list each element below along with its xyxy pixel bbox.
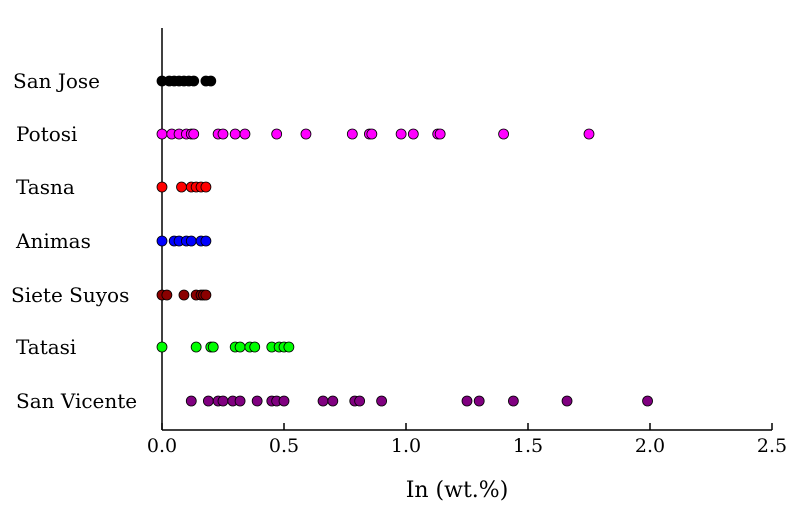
data-point <box>366 128 378 140</box>
data-point <box>239 128 251 140</box>
x-axis-title: In (wt.%) <box>406 478 509 503</box>
data-point <box>156 128 168 140</box>
x-tick-label: 0.0 <box>147 435 177 457</box>
data-point <box>395 128 407 140</box>
data-point <box>327 395 339 407</box>
axes <box>161 28 772 431</box>
data-point <box>376 395 388 407</box>
data-point <box>205 75 217 87</box>
data-point <box>498 128 510 140</box>
data-point <box>354 395 366 407</box>
category-label: San Vicente <box>16 389 137 413</box>
data-point <box>178 289 190 301</box>
data-point <box>583 128 595 140</box>
data-point <box>434 128 446 140</box>
data-point <box>283 341 295 353</box>
data-point <box>202 395 214 407</box>
category-label: San Jose <box>13 69 100 93</box>
data-point <box>188 75 200 87</box>
data-point <box>207 341 219 353</box>
data-point <box>161 289 173 301</box>
data-point <box>176 181 187 193</box>
data-point <box>507 395 519 407</box>
category-labels: San Jose Potosi Tasna Animas Siete Suyos Tata… <box>11 69 137 413</box>
data-point <box>300 128 312 140</box>
data-point <box>156 181 168 193</box>
data-point <box>461 395 473 407</box>
x-tick-label: 2.5 <box>757 435 787 457</box>
x-tick-label: 2.0 <box>635 435 665 457</box>
data-point <box>200 289 212 301</box>
data-points <box>156 75 653 407</box>
data-point <box>473 395 485 407</box>
category-label: Siete Suyos <box>11 283 129 307</box>
data-point <box>407 128 419 140</box>
data-point <box>561 395 573 407</box>
category-label: Tatasi <box>16 335 76 359</box>
data-point <box>234 395 246 407</box>
x-tick-label: 1.0 <box>391 435 421 457</box>
data-point <box>251 395 263 407</box>
data-point <box>185 395 197 407</box>
data-point <box>217 395 229 407</box>
category-label: Potosi <box>16 122 77 146</box>
data-point <box>249 341 261 353</box>
data-point <box>156 235 168 247</box>
x-ticks: 0.0 0.5 1.0 1.5 2.0 2.5 <box>147 423 787 457</box>
data-point <box>156 341 168 353</box>
data-point <box>188 128 200 140</box>
data-point <box>190 341 202 353</box>
x-tick-label: 0.5 <box>269 435 299 457</box>
x-tick-label: 1.5 <box>513 435 543 457</box>
data-point <box>271 128 283 140</box>
category-label: Tasna <box>16 175 75 199</box>
data-point <box>200 181 212 193</box>
data-point <box>234 341 246 353</box>
data-point <box>200 235 212 247</box>
data-point <box>217 128 229 140</box>
data-point <box>317 395 329 407</box>
data-point <box>278 395 290 407</box>
category-label: Animas <box>15 229 91 253</box>
data-point <box>185 235 197 247</box>
data-point <box>346 128 358 140</box>
data-point <box>229 128 241 140</box>
data-point <box>642 395 653 407</box>
